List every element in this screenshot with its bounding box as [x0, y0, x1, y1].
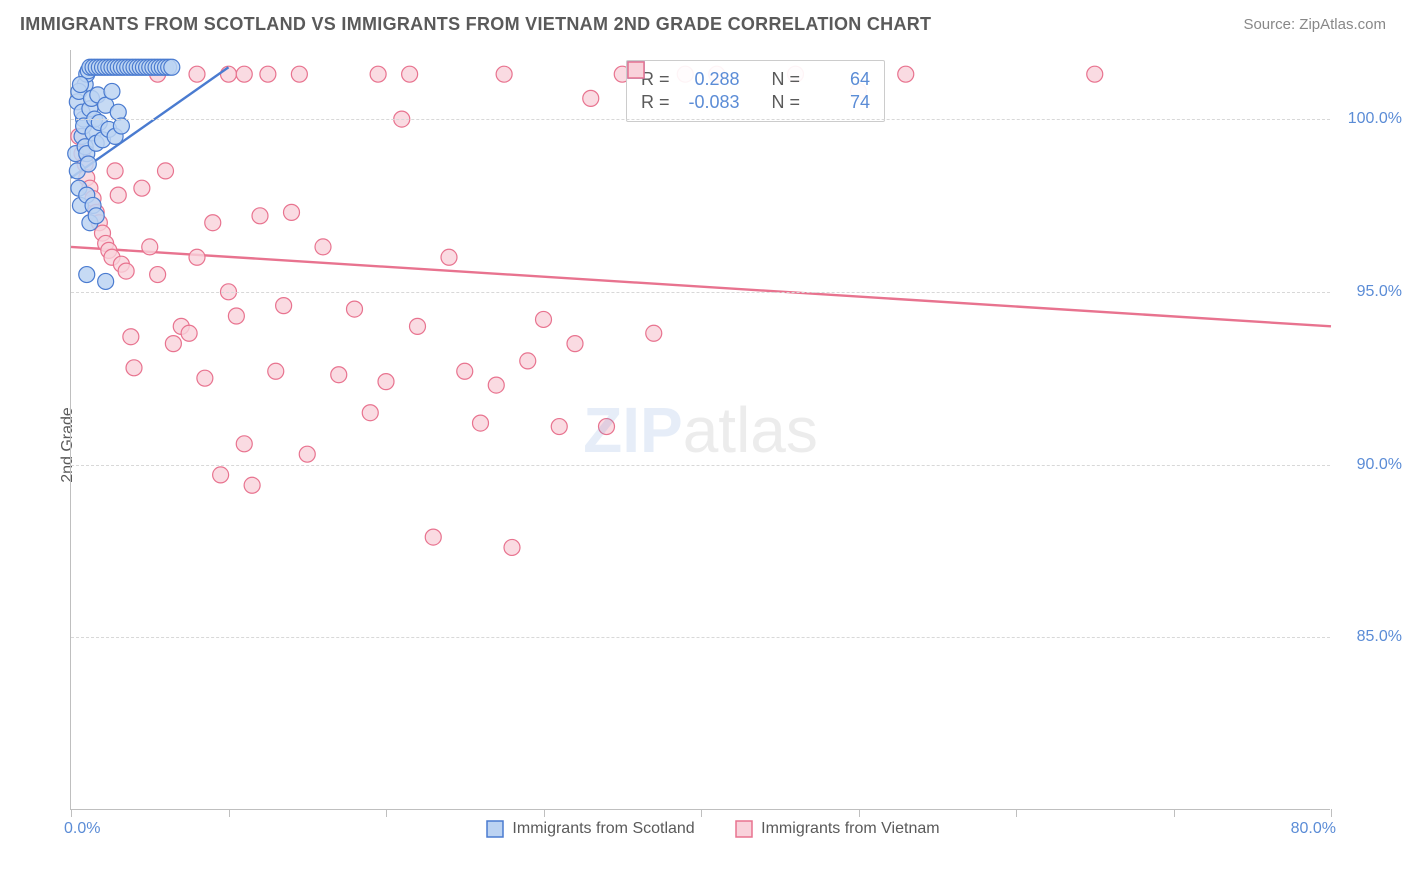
point-vietnam [236, 66, 252, 82]
point-vietnam [189, 66, 205, 82]
x-tick [1331, 809, 1332, 817]
point-vietnam [402, 66, 418, 82]
correlation-legend: R =0.288N =64R =-0.083N =74 [626, 60, 885, 122]
point-vietnam [118, 263, 134, 279]
x-tick [701, 809, 702, 817]
point-vietnam [347, 301, 363, 317]
y-tick-label: 100.0% [1337, 110, 1402, 128]
x-tick [386, 809, 387, 817]
x-tick [1016, 809, 1017, 817]
x-tick [71, 809, 72, 817]
legend-item-scotland: Immigrants from Scotland [486, 820, 694, 838]
point-vietnam [1087, 66, 1103, 82]
point-scotland [104, 83, 120, 99]
trend-line-vietnam [71, 247, 1331, 326]
point-vietnam [520, 353, 536, 369]
x-tick [1174, 809, 1175, 817]
point-vietnam [213, 467, 229, 483]
point-vietnam [567, 336, 583, 352]
legend-swatch-scotland [486, 820, 504, 838]
x-tick [859, 809, 860, 817]
rlegend-swatch-vietnam [627, 61, 884, 121]
point-vietnam [189, 249, 205, 265]
point-vietnam [197, 370, 213, 386]
point-vietnam [252, 208, 268, 224]
point-vietnam [236, 436, 252, 452]
point-vietnam [583, 90, 599, 106]
point-vietnam [551, 419, 567, 435]
point-vietnam [165, 336, 181, 352]
point-vietnam [268, 363, 284, 379]
scatter-plot: ZIPatlas R =0.288N =64R =-0.083N =74 100… [70, 50, 1330, 810]
point-vietnam [473, 415, 489, 431]
point-scotland [164, 59, 180, 75]
point-vietnam [425, 529, 441, 545]
point-vietnam [536, 311, 552, 327]
point-vietnam [276, 298, 292, 314]
point-scotland [80, 156, 96, 172]
point-vietnam [299, 446, 315, 462]
point-vietnam [158, 163, 174, 179]
y-tick-label: 85.0% [1337, 628, 1402, 646]
point-vietnam [504, 539, 520, 555]
legend-swatch-vietnam [735, 820, 753, 838]
legend-item-vietnam: Immigrants from Vietnam [735, 820, 939, 838]
point-vietnam [599, 419, 615, 435]
point-vietnam [244, 477, 260, 493]
plot-container: 2nd Grade ZIPatlas R =0.288N =64R =-0.08… [40, 50, 1386, 840]
grid-line [71, 119, 1330, 120]
point-vietnam [260, 66, 276, 82]
point-vietnam [150, 267, 166, 283]
y-tick-label: 90.0% [1337, 456, 1402, 474]
point-vietnam [291, 66, 307, 82]
point-vietnam [142, 239, 158, 255]
point-vietnam [646, 325, 662, 341]
rlegend-row-vietnam: R =-0.083N =74 [641, 92, 870, 113]
point-scotland [98, 273, 114, 289]
point-vietnam [898, 66, 914, 82]
grid-line [71, 292, 1330, 293]
point-vietnam [228, 308, 244, 324]
point-vietnam [181, 325, 197, 341]
grid-line [71, 637, 1330, 638]
grid-line [71, 465, 1330, 466]
point-vietnam [123, 329, 139, 345]
point-scotland [113, 118, 129, 134]
legend-label-scotland: Immigrants from Scotland [512, 820, 694, 838]
point-vietnam [362, 405, 378, 421]
x-tick [544, 809, 545, 817]
x-tick [229, 809, 230, 817]
point-scotland [79, 267, 95, 283]
point-vietnam [496, 66, 512, 82]
point-vietnam [331, 367, 347, 383]
point-vietnam [107, 163, 123, 179]
point-vietnam [410, 318, 426, 334]
y-tick-label: 95.0% [1337, 283, 1402, 301]
point-vietnam [441, 249, 457, 265]
source-label: Source: ZipAtlas.com [1243, 16, 1386, 33]
series-legend: Immigrants from Scotland Immigrants from… [40, 820, 1386, 843]
point-vietnam [488, 377, 504, 393]
point-vietnam [457, 363, 473, 379]
point-vietnam [315, 239, 331, 255]
point-vietnam [370, 66, 386, 82]
chart-title: IMMIGRANTS FROM SCOTLAND VS IMMIGRANTS F… [20, 14, 931, 35]
point-vietnam [378, 374, 394, 390]
point-scotland [88, 208, 104, 224]
point-scotland [72, 77, 88, 93]
point-vietnam [284, 204, 300, 220]
legend-label-vietnam: Immigrants from Vietnam [761, 820, 939, 838]
point-vietnam [126, 360, 142, 376]
point-vietnam [205, 215, 221, 231]
point-vietnam [110, 187, 126, 203]
point-vietnam [134, 180, 150, 196]
